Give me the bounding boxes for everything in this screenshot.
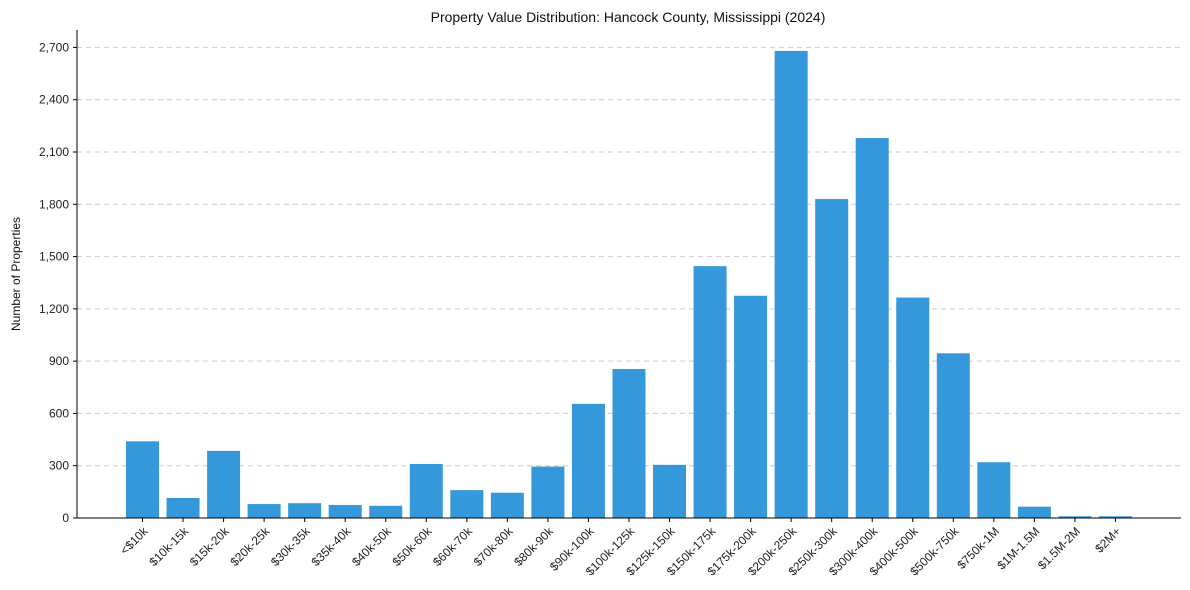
bar — [490, 492, 524, 518]
x-tick-label: $70k-80k — [471, 524, 517, 570]
x-tick-label: $10k-15k — [146, 524, 192, 570]
bar — [126, 441, 159, 518]
bar — [1098, 516, 1132, 518]
x-tick-label: $750k-1M — [954, 524, 1002, 572]
y-tick-label: 0 — [62, 511, 69, 525]
bar — [247, 504, 281, 518]
x-tick-label: $50k-60k — [390, 524, 436, 570]
y-axis-label: Number of Properties — [9, 217, 23, 331]
x-tick-label: $40k-50k — [349, 524, 395, 570]
y-tick-label: 2,400 — [39, 93, 69, 107]
y-tick-label: 1,200 — [39, 302, 69, 316]
bar — [409, 463, 443, 518]
bar — [936, 353, 970, 518]
y-tick-label: 1,500 — [39, 250, 69, 264]
bar — [612, 368, 646, 518]
bar — [369, 505, 403, 518]
y-tick-label: 2,100 — [39, 145, 69, 159]
y-gridlines — [77, 46, 1181, 467]
bar — [815, 199, 849, 519]
x-tick-label: $30k-35k — [268, 524, 314, 570]
bar — [977, 462, 1011, 518]
x-tick-label: $35k-40k — [309, 524, 355, 570]
y-tick-label: 300 — [49, 459, 69, 473]
y-tick-label: 2,700 — [39, 40, 69, 54]
bars — [126, 50, 1132, 519]
bar — [734, 295, 768, 518]
bar — [207, 450, 241, 518]
bar — [328, 504, 362, 518]
bar — [855, 138, 889, 519]
x-tick-label: $15k-20k — [187, 524, 233, 570]
bar — [571, 403, 605, 518]
y-tick-label: 1,800 — [39, 197, 69, 211]
x-tick-label: $1M-1.5M — [994, 524, 1042, 572]
bar — [450, 490, 484, 518]
bar — [531, 466, 565, 518]
x-tick-label: <$10k — [117, 524, 151, 558]
bar — [1058, 516, 1092, 518]
bar — [1017, 506, 1051, 518]
chart-title: Property Value Distribution: Hancock Cou… — [431, 9, 826, 25]
bar — [653, 464, 687, 518]
bar — [896, 297, 930, 518]
x-tick-label: $1.5M-2M — [1035, 524, 1083, 572]
y-ticks: 0 300 600 900 1,200 1,500 1,800 2,100 2,400 2,700 — [39, 40, 77, 525]
x-tick-label: $20k-25k — [227, 524, 273, 570]
x-tick-label: $2M+ — [1092, 524, 1123, 555]
x-ticks: <$10k$10k-15k$15k-20k$20k-25k$30k-35k$35… — [117, 518, 1124, 578]
bar — [693, 266, 727, 518]
y-tick-label: 900 — [49, 354, 69, 368]
x-tick-label: $60k-70k — [430, 524, 476, 570]
bar — [166, 497, 200, 518]
bar — [288, 503, 322, 518]
bar — [774, 50, 808, 519]
y-tick-label: 600 — [49, 406, 69, 420]
